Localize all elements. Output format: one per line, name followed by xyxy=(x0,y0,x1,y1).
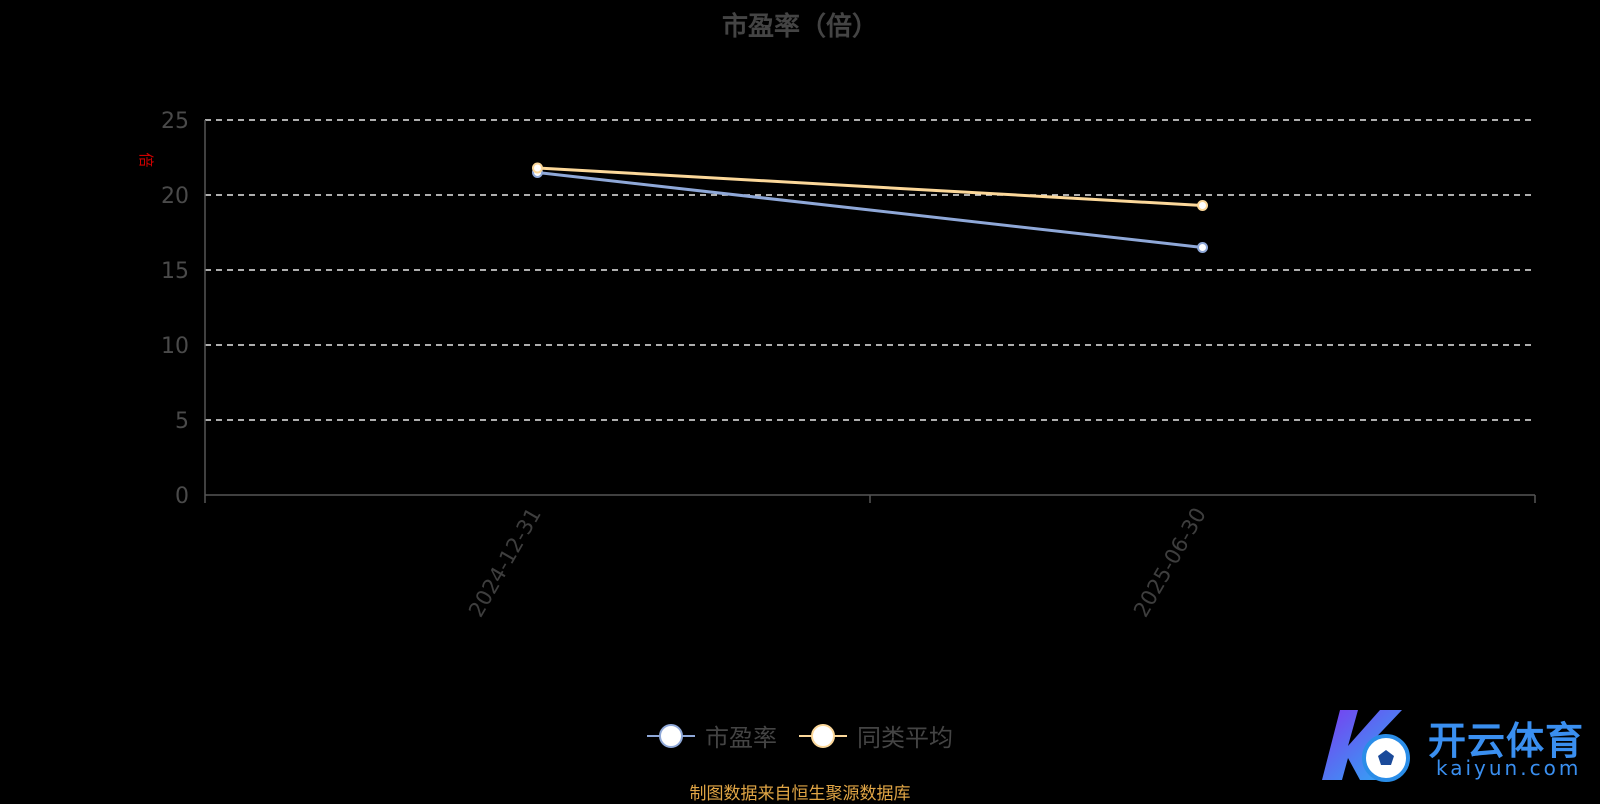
line-chart: 0 5 10 15 20 25 2024-12-31 2025-06-30 倍 xyxy=(137,109,1536,622)
x-tick-labels: 2024-12-31 2025-06-30 xyxy=(464,504,1211,622)
legend-label-pe: 市盈率 xyxy=(705,724,777,752)
soccer-ball-logo-icon xyxy=(1322,710,1410,782)
legend-label-peer-avg: 同类平均 xyxy=(857,724,953,752)
y-tick-label: 0 xyxy=(175,484,189,509)
y-axis-label: 倍 xyxy=(137,152,155,167)
legend-item-peer-avg[interactable]: 同类平均 xyxy=(799,718,953,753)
data-point[interactable] xyxy=(1197,200,1208,211)
y-tick-label: 20 xyxy=(161,184,189,209)
series-lines xyxy=(532,162,1208,253)
data-point[interactable] xyxy=(532,162,543,174)
y-tick-label: 5 xyxy=(175,409,189,434)
watermark-en: kaiyun.com xyxy=(1436,756,1582,780)
y-tick-label: 15 xyxy=(161,259,189,284)
grid-lines xyxy=(205,119,1535,421)
series-line xyxy=(537,171,1203,249)
legend-swatch-peer-avg xyxy=(799,723,847,749)
axes xyxy=(204,120,1536,503)
data-point[interactable] xyxy=(1197,242,1208,253)
legend: 市盈率 同类平均 xyxy=(0,718,1600,753)
y-tick-label: 25 xyxy=(161,109,189,134)
y-tick-label: 10 xyxy=(161,334,189,359)
watermark-logo: 开云体育 kaiyun.com xyxy=(1314,702,1594,786)
legend-item-pe[interactable]: 市盈率 xyxy=(647,718,777,753)
x-tick-label: 2025-06-30 xyxy=(1129,504,1211,622)
y-tick-labels: 0 5 10 15 20 25 xyxy=(161,109,189,509)
series-line xyxy=(537,166,1203,207)
x-tick-label: 2024-12-31 xyxy=(464,504,546,622)
chart-title: 市盈率（倍） xyxy=(721,12,878,42)
watermark-cn: 开云体育 xyxy=(1428,719,1585,763)
legend-swatch-pe xyxy=(647,723,695,749)
source-note: 制图数据来自恒生聚源数据库 xyxy=(689,784,911,804)
